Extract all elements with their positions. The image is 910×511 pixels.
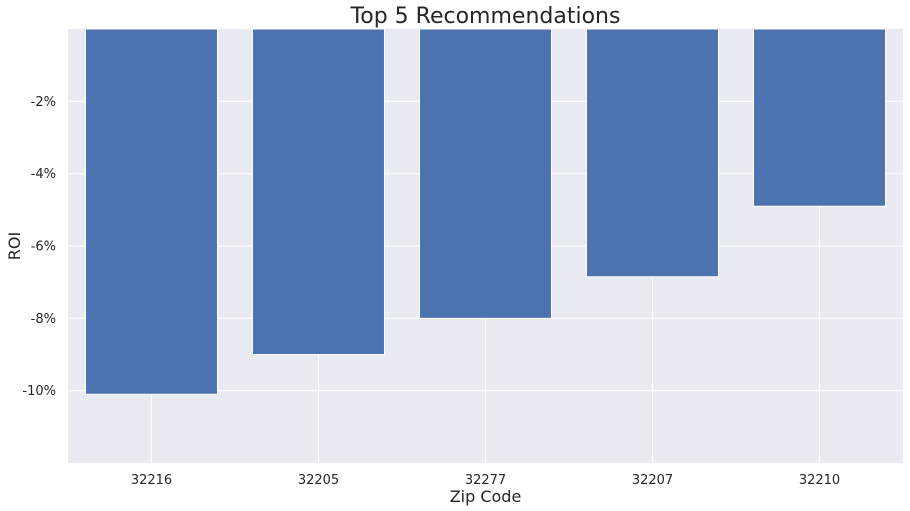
y-tick-label: -10% bbox=[22, 384, 56, 399]
bar-32205 bbox=[252, 28, 385, 355]
x-tick-label: 32277 bbox=[465, 473, 506, 488]
y-tick-label: -6% bbox=[31, 240, 56, 255]
x-tick-label: 32207 bbox=[632, 473, 673, 488]
bars bbox=[85, 28, 886, 395]
x-axis-label: Zip Code bbox=[450, 487, 522, 506]
y-tick-label: -8% bbox=[31, 312, 56, 327]
bar-32210 bbox=[753, 28, 886, 207]
chart-title: Top 5 Recommendations bbox=[350, 4, 621, 29]
x-tick-label: 32216 bbox=[131, 473, 172, 488]
x-tick-label: 32210 bbox=[799, 473, 840, 488]
x-tick-label: 32205 bbox=[298, 473, 339, 488]
y-tick-label: -2% bbox=[31, 95, 56, 110]
x-axis-ticks: 32216 32205 32277 32207 32210 bbox=[131, 473, 840, 488]
bar-32207 bbox=[586, 28, 719, 278]
y-axis-label: ROI bbox=[5, 232, 24, 260]
y-axis-ticks: -10% -8% -6% -4% -2% bbox=[22, 95, 56, 399]
y-tick-label: -4% bbox=[31, 167, 56, 182]
bar-32277 bbox=[419, 28, 552, 319]
bar-32216 bbox=[85, 28, 218, 395]
